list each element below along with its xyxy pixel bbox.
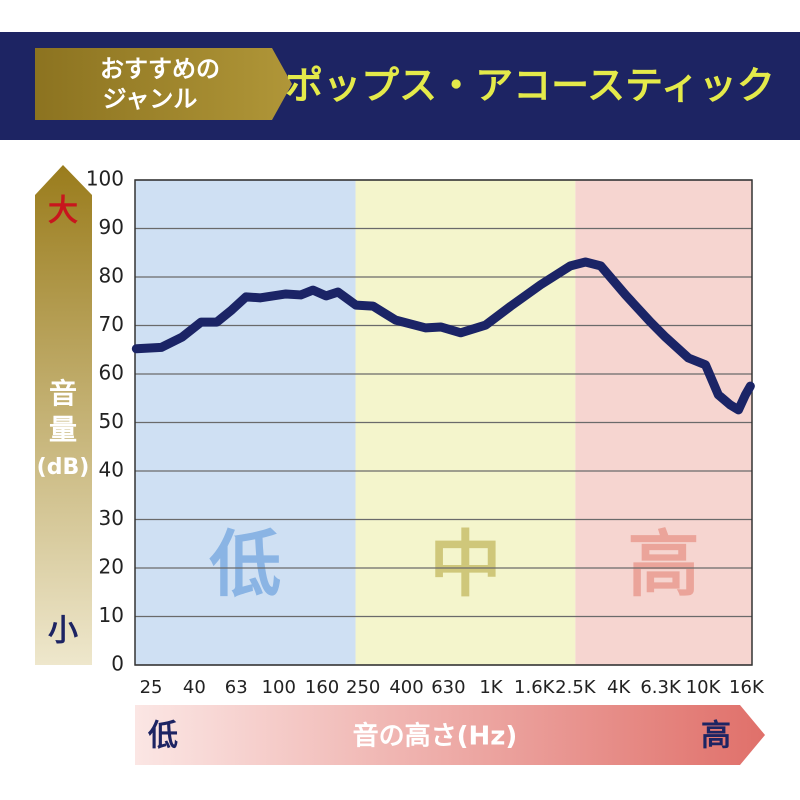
y-label: (dB): [37, 455, 90, 480]
plot-border: [134, 179, 753, 666]
band-label: 中: [429, 523, 501, 607]
x-label: 音の高さ(Hz): [353, 721, 518, 752]
header-title: ポップス・アコースティック: [285, 64, 775, 108]
badge-text: ジャンル: [103, 85, 198, 113]
y-tick-label: 40: [99, 458, 124, 482]
x-tick-label: 100: [262, 677, 296, 698]
badge-text: おすすめの: [100, 55, 220, 83]
x-tick-label: 4K: [607, 677, 631, 698]
band-label: 高: [628, 523, 700, 607]
x-tick-label: 16K: [729, 677, 765, 698]
x-tick-label: 63: [225, 677, 248, 698]
y-tick-label: 50: [99, 409, 124, 433]
x-tick-label: 400: [389, 677, 423, 698]
y-tick-label: 30: [99, 506, 124, 530]
y-tick-label: 90: [99, 215, 124, 239]
badge: [35, 48, 292, 120]
x-tick-label: 25: [140, 677, 163, 698]
y-scale-arrow: [35, 165, 92, 665]
x-tick-label: 6.3K: [640, 677, 682, 698]
x-tick-label: 630: [431, 677, 465, 698]
x-scale-arrow: [135, 705, 765, 765]
y-scale-high: 大: [48, 194, 78, 229]
line: [131, 257, 755, 415]
y-tick-label: 10: [99, 603, 124, 627]
x-tick-label: 1.6K: [514, 677, 556, 698]
x-tick-label: 1K: [479, 677, 503, 698]
y-tick-label: 60: [99, 361, 124, 385]
y-scale-low: 小: [48, 614, 78, 649]
y-tick-label: 80: [99, 264, 124, 288]
y-label: 音: [49, 377, 77, 410]
x-tick-label: 250: [346, 677, 380, 698]
x-tick-label: 40: [183, 677, 206, 698]
x-tick-label: 10K: [686, 677, 722, 698]
y-label: 量: [49, 413, 77, 446]
x-scale-low: 低: [147, 719, 178, 754]
x-tick-label: 160: [305, 677, 339, 698]
x-scale-high: 高: [701, 719, 731, 754]
y-tick-label: 0: [111, 652, 124, 676]
y-tick-label: 100: [86, 167, 124, 191]
band-label: 低: [209, 523, 281, 607]
x-tick-label: 2.5K: [555, 677, 597, 698]
y-tick-label: 70: [99, 312, 124, 336]
y-tick-label: 20: [99, 555, 124, 579]
